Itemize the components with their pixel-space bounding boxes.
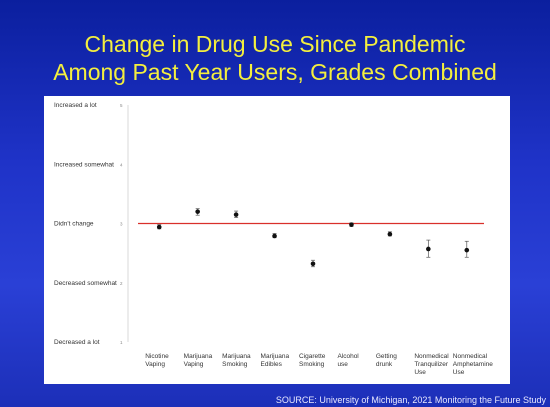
data-point-0: [156, 224, 162, 230]
slide-title: Change in Drug Use Since Pandemic Among …: [0, 30, 550, 86]
source-note: SOURCE: University of Michigan, 2021 Mon…: [275, 395, 546, 405]
x-tick-label-8: Nonmedical Amphetamine Use: [453, 353, 493, 376]
y-tick-number-1: 4: [120, 162, 123, 167]
data-point-5: [349, 222, 354, 227]
y-tick-label-3: Decreased somewhat: [54, 280, 117, 287]
x-tick-label-0: Nicotine Vaping: [145, 353, 169, 368]
y-tick-label-4: Decreased a lot: [54, 339, 100, 346]
x-tick-label-4: Cigarette Smoking: [299, 353, 326, 368]
x-tick-label-3: Marijuana Edibles: [261, 353, 290, 368]
title-line-1: Change in Drug Use Since Pandemic: [84, 31, 466, 57]
data-point-3: [272, 233, 277, 239]
data-point-6: [387, 231, 393, 237]
x-tick-label-7: Nonmedical Tranquilizer Use: [414, 353, 449, 376]
y-tick-number-0: 5: [120, 103, 123, 108]
y-tick-number-4: 1: [120, 340, 123, 345]
y-tick-label-0: Increased a lot: [54, 102, 97, 109]
y-tick-number-2: 3: [120, 222, 123, 227]
x-tick-label-5: Alcohol use: [337, 353, 359, 368]
data-point-4: [310, 261, 316, 267]
data-point-7: [426, 246, 431, 252]
data-point-8: [464, 247, 470, 253]
data-point-2: [233, 212, 239, 217]
y-tick-label-2: Didn't change: [54, 221, 94, 228]
data-point-1: [195, 209, 200, 214]
x-tick-label-6: Getting drunk: [376, 353, 397, 368]
y-tick-number-3: 2: [120, 281, 123, 286]
y-tick-label-1: Increased somewhat: [54, 161, 114, 168]
title-line-2: Among Past Year Users, Grades Combined: [53, 59, 497, 85]
x-tick-label-1: Marijuana Vaping: [184, 353, 213, 368]
chart-svg: Increased a lot 5 Increased somewhat 4 Didn'…: [54, 102, 493, 376]
chart-panel: Increased a lot 5 Increased somewhat 4 Didn'…: [44, 96, 510, 384]
x-tick-label-2: Marijuana Smoking: [222, 353, 251, 368]
